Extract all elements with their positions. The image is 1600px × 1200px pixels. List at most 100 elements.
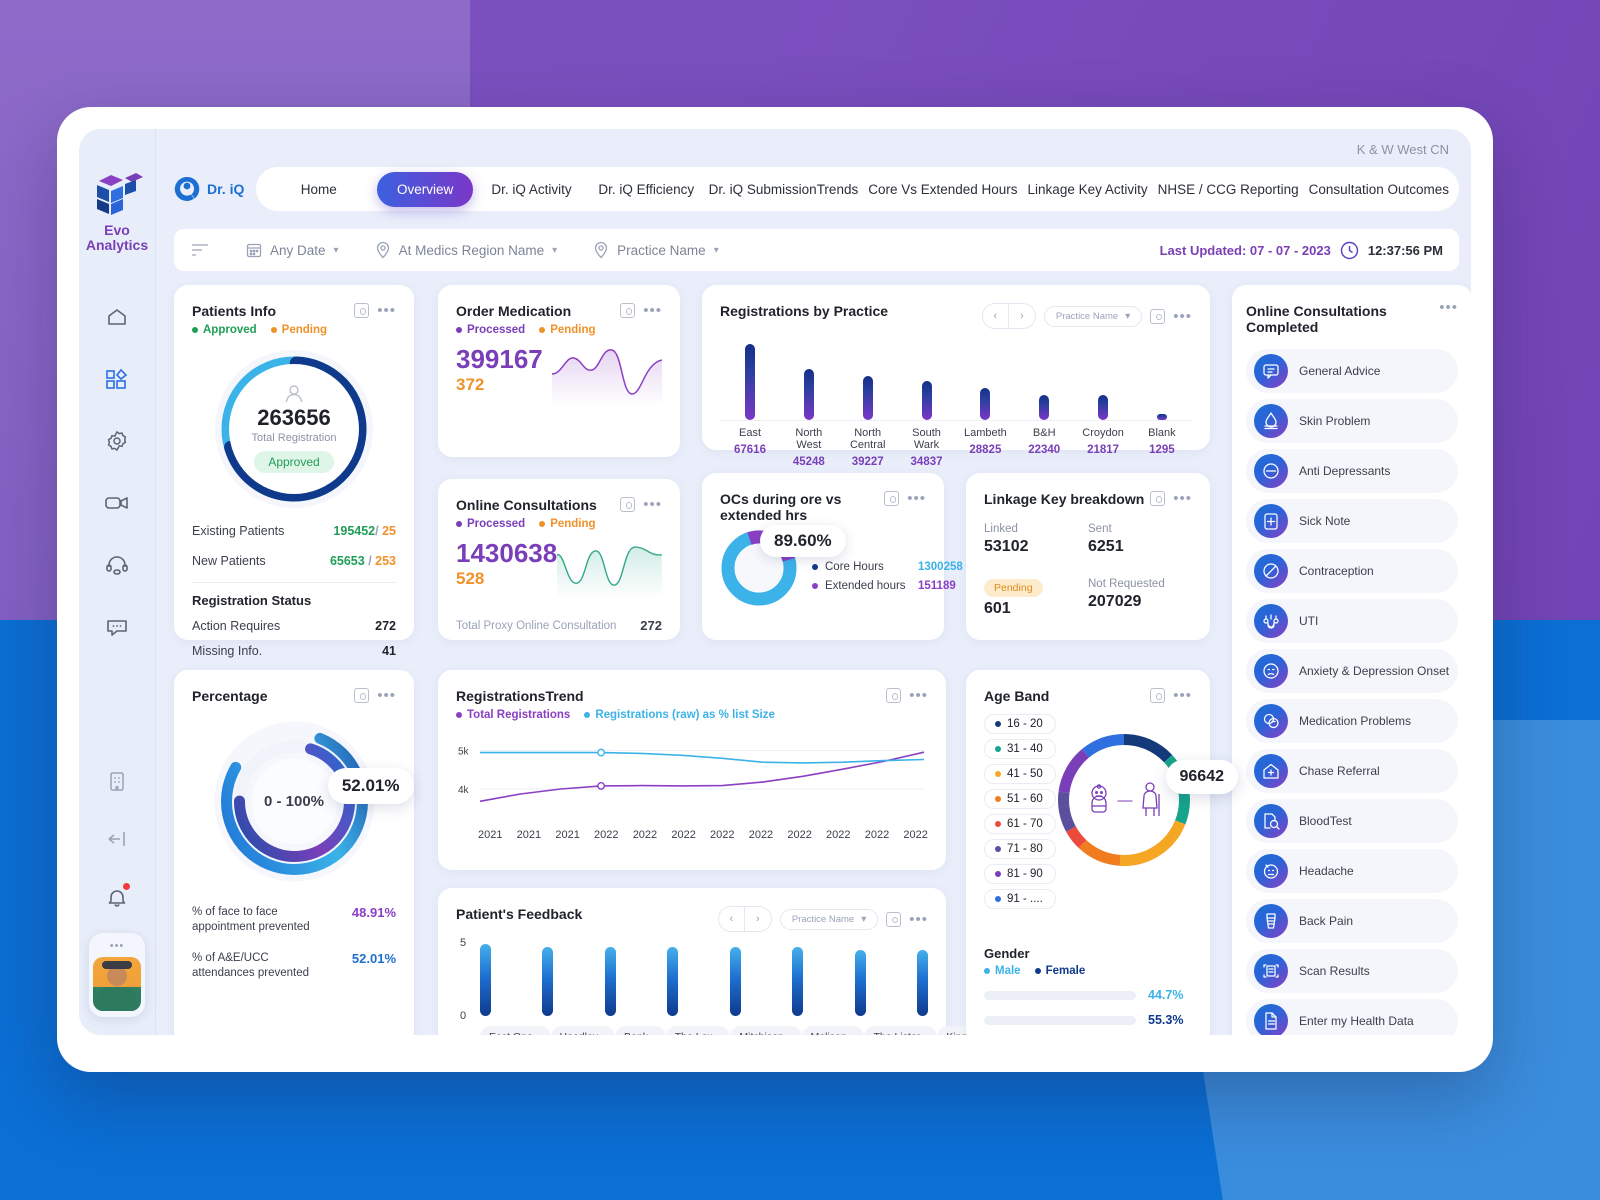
expand-icon[interactable]	[1150, 308, 1166, 324]
legend-raw-registrations: Registrations (raw) as % list Size	[584, 709, 775, 721]
occ-item-7[interactable]: Medication Problems	[1246, 699, 1458, 743]
expand-icon[interactable]	[884, 491, 900, 506]
patients-info-title: Patients Info	[192, 303, 277, 319]
status-badge-pending: Pending	[984, 579, 1043, 597]
rail-item-video[interactable]	[95, 481, 139, 525]
rail-item-notifications[interactable]	[95, 875, 139, 919]
blood-search-icon	[1254, 804, 1288, 838]
nav-item-nhse-ccg-reporting[interactable]: NHSE / CCG Reporting	[1157, 181, 1299, 197]
feedback-labels: East One...Headley...Bank...The Lox...Mi…	[456, 1026, 991, 1035]
filter-region[interactable]: At Medics Region Name ▾	[375, 241, 557, 259]
feedback-chip-2[interactable]: Bank...	[615, 1026, 666, 1035]
rail-item-chat[interactable]	[95, 605, 139, 649]
occ-item-4[interactable]: Contraception	[1246, 549, 1458, 593]
occ-item-9[interactable]: BloodTest	[1246, 799, 1458, 843]
nav-item-submission-trends[interactable]: Dr. iQ SubmissionTrends	[708, 181, 859, 197]
order-medication-title: Order Medication	[456, 303, 572, 319]
age-band-title: Age Band	[984, 688, 1050, 704]
occ-item-13[interactable]: Enter my Health Data	[1246, 999, 1458, 1035]
ocs-title: OCs during ore vs extended hrs	[720, 491, 842, 523]
expand-icon[interactable]	[620, 497, 636, 512]
occ-item-11[interactable]: Back Pain	[1246, 899, 1458, 943]
clock-icon	[1340, 241, 1359, 259]
more-options-icon[interactable]: •••	[909, 910, 928, 928]
expand-icon[interactable]	[1150, 688, 1166, 703]
more-options-icon[interactable]: •••	[377, 302, 396, 319]
next-page-icon[interactable]: ›	[1020, 310, 1024, 322]
gender-bar-male: 44.7%	[984, 988, 1192, 1002]
pager[interactable]: ‹ ›	[981, 303, 1036, 329]
occ-list: General Advice Skin Problem Anti Depress…	[1246, 349, 1458, 1035]
occ-item-8[interactable]: Chase Referral	[1246, 749, 1458, 793]
pager[interactable]: ‹ ›	[717, 906, 772, 932]
rail-item-support[interactable]	[95, 543, 139, 587]
age-icons: —	[1069, 745, 1179, 855]
rail-item-settings[interactable]	[95, 419, 139, 463]
nav-item-core-vs-extended[interactable]: Core Vs Extended Hours	[868, 181, 1018, 197]
expand-icon[interactable]	[1150, 491, 1166, 506]
feedback-chip-4[interactable]: Mitchison...	[730, 1026, 802, 1035]
expand-icon[interactable]	[354, 688, 370, 703]
feedback-chip-5[interactable]: Molison...	[801, 1026, 865, 1035]
occ-item-label: Back Pain	[1299, 914, 1354, 928]
more-options-icon[interactable]: •••	[1173, 687, 1192, 704]
expand-icon[interactable]	[886, 688, 902, 703]
trend-x-label-2: 2021	[555, 829, 580, 841]
top-bar: K & W West CN Dr. iQ Home Overview Dr. i…	[156, 129, 1471, 227]
feedback-chip-1[interactable]: Headley...	[550, 1026, 616, 1035]
building-icon	[110, 772, 124, 791]
trend-x-label-7: 2022	[748, 829, 774, 841]
card-percentage: Percentage ••• 52.01%	[174, 670, 414, 1035]
nav-item-overview[interactable]: Overview	[377, 171, 474, 207]
feedback-chip-0[interactable]: East One...	[480, 1026, 551, 1035]
percentage-title: Percentage	[192, 688, 268, 704]
occ-item-3[interactable]: Sick Note	[1246, 499, 1458, 543]
occ-item-1[interactable]: Skin Problem	[1246, 399, 1458, 443]
feedback-bar-1	[542, 946, 554, 1016]
chevron-down-icon: ▾	[1125, 310, 1131, 322]
next-page-icon[interactable]: ›	[756, 913, 760, 925]
more-options-icon[interactable]: •••	[1439, 299, 1458, 316]
practice-name-select[interactable]: Practice Name ▾	[779, 908, 879, 930]
nav-item-home[interactable]: Home	[300, 181, 337, 197]
rail-item-home[interactable]	[95, 295, 139, 339]
bar-4	[959, 340, 1011, 420]
more-options-icon[interactable]: •••	[909, 687, 928, 704]
occ-item-6[interactable]: Anxiety & Depression Onset	[1246, 649, 1458, 693]
occ-item-10[interactable]: Headache	[1246, 849, 1458, 893]
avatar-menu-icon[interactable]: •••	[109, 940, 125, 952]
more-options-icon[interactable]: •••	[643, 302, 662, 319]
filter-date[interactable]: Any Date ▾	[246, 242, 339, 258]
nav-item-dr-iq-efficiency[interactable]: Dr. iQ Efficiency	[598, 181, 695, 197]
occ-item-12[interactable]: Scan Results	[1246, 949, 1458, 993]
prev-page-icon[interactable]: ‹	[983, 304, 1009, 328]
rail-item-logout[interactable]	[95, 817, 139, 861]
rail-item-organisation[interactable]	[95, 759, 139, 803]
feedback-chip-7[interactable]: Kings...	[937, 1026, 991, 1035]
more-options-icon[interactable]: •••	[1173, 307, 1192, 325]
expand-icon[interactable]	[886, 911, 902, 927]
filter-practice[interactable]: Practice Name ▾	[593, 241, 719, 259]
user-avatar-card[interactable]: •••	[89, 933, 145, 1017]
organisation-label: K & W West CN	[1356, 142, 1449, 157]
more-options-icon[interactable]: •••	[643, 496, 662, 513]
practice-name-select[interactable]: Practice Name ▾	[1043, 305, 1143, 327]
more-options-icon[interactable]: •••	[1173, 490, 1192, 507]
filter-menu-button[interactable]	[190, 242, 210, 258]
bar-2	[842, 340, 894, 420]
more-options-icon[interactable]: •••	[907, 490, 926, 507]
prev-page-icon[interactable]: ‹	[719, 907, 745, 931]
nav-item-consultation-outcomes[interactable]: Consultation Outcomes	[1308, 181, 1449, 197]
expand-icon[interactable]	[354, 303, 370, 318]
rail-item-dashboard[interactable]	[95, 357, 139, 401]
occ-item-0[interactable]: General Advice	[1246, 349, 1458, 393]
nav-item-dr-iq-activity[interactable]: Dr. iQ Activity	[491, 181, 572, 197]
feedback-chip-6[interactable]: The Lister...	[864, 1026, 938, 1035]
occ-item-5[interactable]: UTI	[1246, 599, 1458, 643]
nav-item-linkage-key-activity[interactable]: Linkage Key Activity	[1027, 181, 1148, 197]
capsule-icon	[1254, 704, 1288, 738]
occ-item-2[interactable]: Anti Depressants	[1246, 449, 1458, 493]
expand-icon[interactable]	[620, 303, 636, 318]
feedback-chip-3[interactable]: The Lox...	[665, 1026, 731, 1035]
more-options-icon[interactable]: •••	[377, 687, 396, 704]
